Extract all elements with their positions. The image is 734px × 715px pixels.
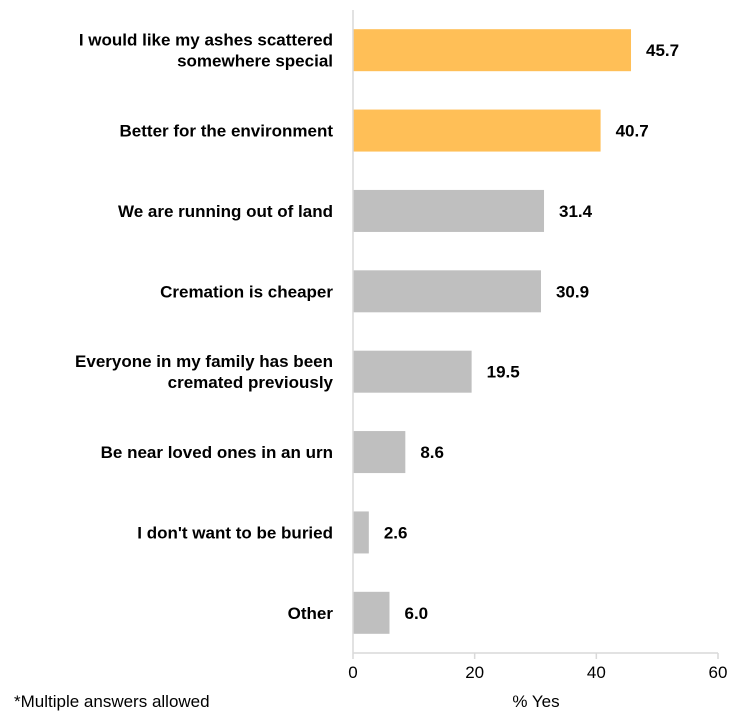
category-label-6: Be near loved ones in an urn xyxy=(101,443,333,462)
category-label-5: Everyone in my family has been cremated p… xyxy=(75,352,333,392)
x-ticks-group: 0 20 40 60 xyxy=(348,653,727,682)
category-label-2: Better for the environment xyxy=(120,122,334,141)
value-label-1: 45.7 xyxy=(646,41,679,60)
bar-4 xyxy=(353,270,541,313)
x-tick-label-4: 60 xyxy=(709,663,728,682)
bars-group xyxy=(353,29,632,634)
bar-8 xyxy=(353,591,390,634)
value-label-5: 19.5 xyxy=(487,363,520,382)
value-label-3: 31.4 xyxy=(559,202,593,221)
category-labels-group: I would like my ashes scattered somewhere… xyxy=(75,31,333,623)
category-label-7: I don't want to be buried xyxy=(137,523,333,542)
value-label-7: 2.6 xyxy=(384,523,408,542)
category-label-8: Other xyxy=(288,604,334,623)
x-axis-title: % Yes xyxy=(512,692,559,711)
x-tick-label-2: 20 xyxy=(465,663,484,682)
value-label-2: 40.7 xyxy=(616,122,649,141)
x-tick-label-3: 40 xyxy=(587,663,606,682)
value-label-6: 8.6 xyxy=(420,443,444,462)
value-label-8: 6.0 xyxy=(405,604,429,623)
value-label-4: 30.9 xyxy=(556,282,589,301)
bar-1 xyxy=(353,29,632,72)
bar-3 xyxy=(353,189,545,232)
x-tick-label-1: 0 xyxy=(348,663,357,682)
category-label-4: Cremation is cheaper xyxy=(160,282,333,301)
bar-6 xyxy=(353,431,406,474)
bar-2 xyxy=(353,109,601,152)
value-labels-group: 45.7 40.7 31.4 30.9 19.5 8.6 2.6 6.0 xyxy=(384,41,679,623)
footnote: *Multiple answers allowed xyxy=(14,692,210,711)
bar-7 xyxy=(353,511,369,554)
bar-5 xyxy=(353,350,472,393)
category-label-3: We are running out of land xyxy=(118,202,333,221)
category-label-1: I would like my ashes scattered somewhere… xyxy=(79,31,333,71)
